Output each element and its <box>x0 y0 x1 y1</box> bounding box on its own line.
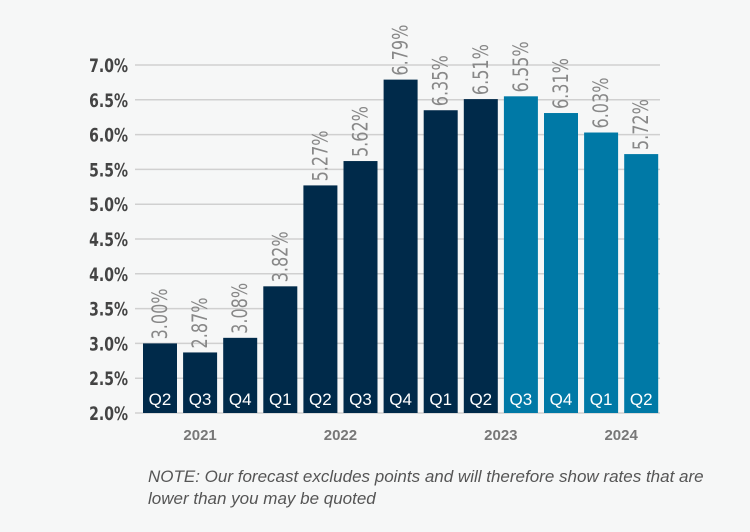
bar-actual <box>463 99 498 413</box>
bar-value-label: 3.82% <box>268 231 293 282</box>
bar-value-label: 6.03% <box>589 78 614 129</box>
bar-quarter-label: Q3 <box>349 390 372 409</box>
bar-value-label: 5.72% <box>629 99 654 150</box>
bar-quarter-label: Q2 <box>149 390 172 409</box>
bar-quarter-label: Q2 <box>469 390 492 409</box>
bar-actual <box>343 161 378 413</box>
bar-quarter-label: Q4 <box>229 390 252 409</box>
bar-value-label: 6.51% <box>468 44 493 95</box>
bar-actual <box>143 343 177 413</box>
y-tick-label: 3.5% <box>89 299 128 321</box>
bar-value-label: 5.62% <box>348 106 373 157</box>
bar-quarter-label: Q3 <box>189 390 212 409</box>
bar-actual <box>423 110 458 414</box>
bar-forecast <box>503 96 538 413</box>
y-tick-label: 6.0% <box>89 125 128 147</box>
bar-quarter-label: Q4 <box>550 390 573 409</box>
bar-quarter-label: Q2 <box>630 390 653 409</box>
bar-actual <box>183 352 218 413</box>
y-tick-label: 2.5% <box>89 369 128 391</box>
bar-value-label: 6.79% <box>388 25 413 76</box>
y-tick-label: 4.0% <box>89 264 128 286</box>
bar-quarter-label: Q1 <box>429 390 452 409</box>
bar-value-label: 6.31% <box>549 58 574 109</box>
bar-value-label: 2.87% <box>188 297 213 348</box>
bar-actual <box>223 337 258 413</box>
y-tick-label: 5.5% <box>89 160 128 182</box>
y-tick-label: 5.0% <box>89 195 128 217</box>
y-tick-label: 6.5% <box>89 90 128 112</box>
year-label: 2024 <box>604 427 638 444</box>
bar-actual <box>383 79 418 413</box>
bar-quarter-label: Q4 <box>389 390 412 409</box>
y-tick-label: 2.0% <box>89 404 128 426</box>
bar-actual <box>303 185 338 413</box>
bar-value-label: 6.35% <box>428 55 453 106</box>
bar-actual <box>263 286 298 413</box>
forecast-note: NOTE: Our forecast excludes points and w… <box>148 467 704 508</box>
bar-value-label: 3.00% <box>148 288 173 339</box>
bar-value-label: 5.27% <box>308 130 333 181</box>
y-tick-label: 3.0% <box>89 334 128 356</box>
bar-quarter-label: Q2 <box>309 390 332 409</box>
bar-forecast <box>584 132 619 413</box>
year-label: 2022 <box>324 427 357 444</box>
bar-forecast <box>624 154 659 413</box>
bar-quarter-label: Q1 <box>590 390 613 409</box>
bar-value-label: 6.55% <box>509 41 534 92</box>
y-tick-label: 7.0% <box>89 56 128 78</box>
y-tick-label: 4.5% <box>89 230 128 252</box>
bar-quarter-label: Q3 <box>510 390 533 409</box>
bar-forecast <box>544 113 578 414</box>
bar-value-label: 3.08% <box>228 283 253 334</box>
year-label: 2023 <box>484 427 517 444</box>
year-label: 2021 <box>183 427 216 444</box>
bar-quarter-label: Q1 <box>269 390 292 409</box>
